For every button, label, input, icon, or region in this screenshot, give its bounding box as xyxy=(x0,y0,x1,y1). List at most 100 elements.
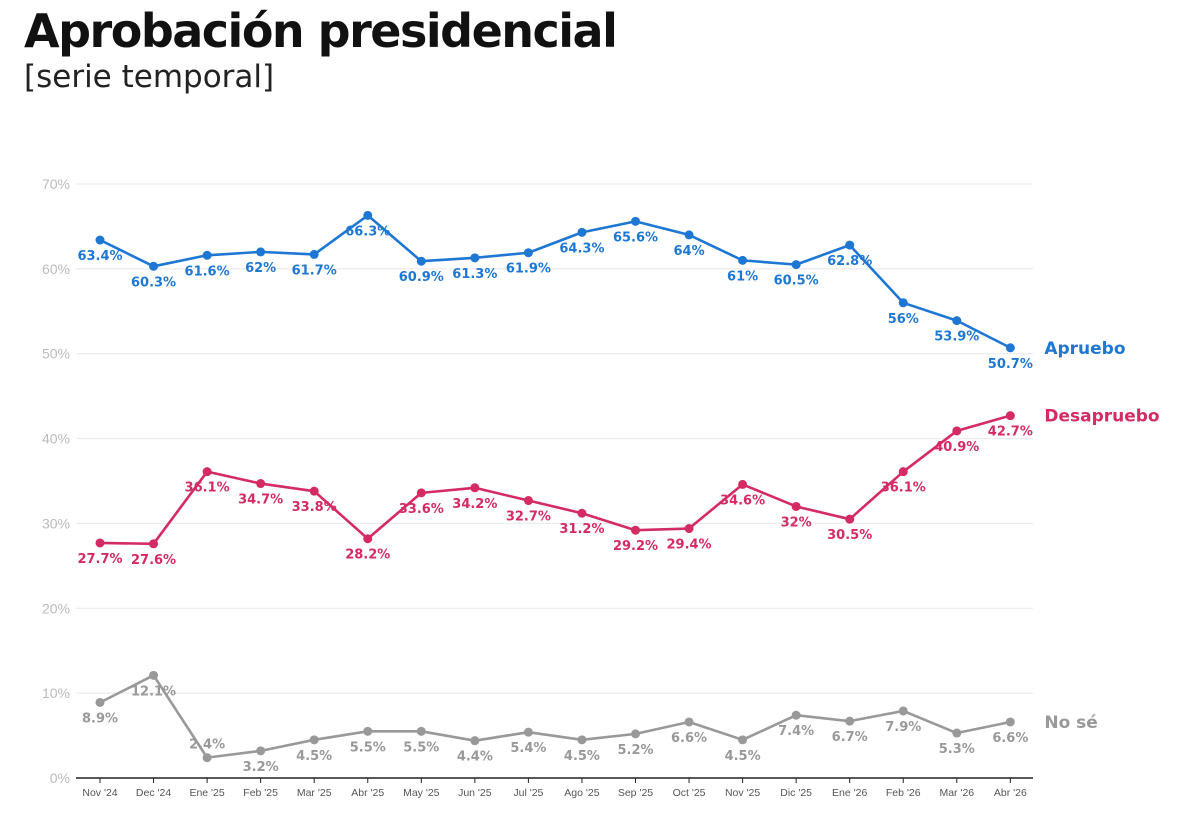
data-point xyxy=(95,235,105,245)
data-point xyxy=(1005,411,1015,421)
data-label: 60.9% xyxy=(399,270,444,285)
data-point xyxy=(952,728,962,738)
x-tick-label: Nov '24 xyxy=(82,787,117,799)
data-label: 62% xyxy=(245,261,276,276)
data-label: 3.2% xyxy=(243,760,279,775)
data-point xyxy=(1005,717,1015,727)
data-label: 5.3% xyxy=(939,742,975,757)
data-point xyxy=(1005,343,1015,353)
x-tick-label: Feb '25 xyxy=(243,787,278,799)
data-point xyxy=(363,534,373,544)
chart-title: Aprobación presidencial xyxy=(24,4,618,58)
data-label: 12.1% xyxy=(131,684,176,699)
x-tick-label: Abr '25 xyxy=(351,787,384,799)
data-point xyxy=(256,746,266,756)
data-label: 28.2% xyxy=(345,548,390,563)
data-point xyxy=(202,753,212,763)
data-point xyxy=(738,735,748,745)
x-tick-label: Ene '26 xyxy=(832,787,867,799)
data-point xyxy=(416,726,426,736)
data-point xyxy=(309,735,319,745)
data-label: 4.5% xyxy=(564,749,600,764)
data-point xyxy=(470,253,480,263)
data-label: 62.8% xyxy=(827,254,872,269)
data-label: 30.5% xyxy=(827,528,872,543)
data-point xyxy=(416,488,426,498)
data-label: 33.8% xyxy=(292,500,337,515)
data-label: 34.2% xyxy=(452,497,497,512)
y-tick-label: 60% xyxy=(42,261,70,277)
x-tick-label: Ene '25 xyxy=(189,787,224,799)
data-label: 27.6% xyxy=(131,553,176,568)
x-tick-label: Jul '25 xyxy=(513,787,543,799)
data-point xyxy=(309,486,319,496)
series-desapruebo: 27.7% 27.6% 36.1% 34.7% 33.8% 28.2% 33.6% 34.2%… xyxy=(77,407,1159,568)
data-point xyxy=(631,729,640,739)
data-label: 31.2% xyxy=(559,522,604,537)
data-label: 29.2% xyxy=(613,539,658,554)
data-point xyxy=(416,256,426,266)
data-point xyxy=(898,706,908,716)
x-axis: Nov '24 Dec '24 Ene '25 Feb '25 Mar '25 Abr '… xyxy=(76,777,1033,799)
data-label: 5.4% xyxy=(510,741,546,756)
data-label: 65.6% xyxy=(613,230,658,245)
data-point xyxy=(631,216,640,226)
data-point xyxy=(523,727,533,737)
series-group: 63.4% 60.3% 61.6% 62% 61.7% 66.3% 60.9% 61.3% 61… xyxy=(77,210,1160,775)
x-tick-label: Abr '26 xyxy=(994,787,1027,799)
series-name-label: No sé xyxy=(1044,713,1097,733)
data-label: 32% xyxy=(781,515,812,530)
data-point xyxy=(149,261,159,271)
gridlines xyxy=(76,183,1033,694)
data-label: 61% xyxy=(727,269,758,284)
data-label: 5.5% xyxy=(350,740,386,755)
x-tick-label: Dic '25 xyxy=(780,787,812,799)
data-label: 61.6% xyxy=(185,264,230,279)
data-label: 61.9% xyxy=(506,262,551,277)
x-tick-label: Jun '25 xyxy=(458,787,492,799)
data-label: 5.5% xyxy=(403,740,439,755)
y-tick-label: 0% xyxy=(50,770,70,786)
data-point xyxy=(791,260,801,270)
data-point xyxy=(952,316,962,326)
x-tick-label: Nov '25 xyxy=(725,787,760,799)
data-label: 6.6% xyxy=(671,731,707,746)
chart-header: Aprobación presidencial [serie temporal] xyxy=(24,0,618,95)
y-tick-label: 20% xyxy=(42,600,70,616)
data-label: 33.6% xyxy=(399,502,444,517)
data-label: 66.3% xyxy=(345,224,390,239)
chart-subtitle: [serie temporal] xyxy=(24,59,275,95)
data-label: 2.4% xyxy=(189,738,225,753)
data-point xyxy=(845,716,855,726)
data-point xyxy=(791,501,801,511)
data-point xyxy=(309,249,319,259)
data-label: 56% xyxy=(888,312,919,327)
y-axis-ticks: 0% 10% 20% 30% 40% 50% 60% 70% xyxy=(42,176,70,786)
data-point xyxy=(95,538,105,548)
data-label: 50.7% xyxy=(988,357,1033,372)
data-point xyxy=(256,479,266,489)
data-point xyxy=(684,717,694,727)
x-tick-label: Oct '25 xyxy=(673,787,706,799)
data-point xyxy=(523,248,533,258)
data-point xyxy=(738,479,748,489)
data-label: 36.1% xyxy=(881,481,926,496)
data-point xyxy=(898,298,908,308)
data-label: 40.9% xyxy=(934,440,979,455)
data-label: 6.6% xyxy=(992,731,1028,746)
data-label: 6.7% xyxy=(832,730,868,745)
data-label: 4.4% xyxy=(457,750,493,765)
data-point xyxy=(202,467,212,477)
data-point xyxy=(256,247,266,257)
data-point xyxy=(577,508,587,518)
y-tick-label: 30% xyxy=(42,515,70,531)
data-label: 7.4% xyxy=(778,724,814,739)
data-label: 34.7% xyxy=(238,493,283,508)
data-point xyxy=(952,426,962,436)
data-point xyxy=(791,710,801,720)
data-label: 64.3% xyxy=(559,241,604,256)
data-point xyxy=(577,735,587,745)
x-tick-label: May '25 xyxy=(403,787,440,799)
data-label: 32.7% xyxy=(506,510,551,525)
